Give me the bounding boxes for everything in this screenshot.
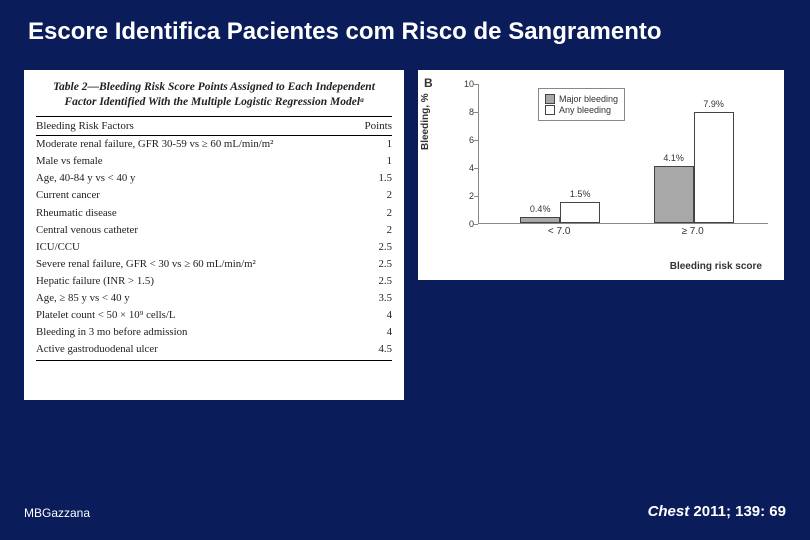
chart-xlabel: Bleeding risk score (670, 261, 762, 272)
table-cell-points: 4 (352, 323, 392, 340)
table-row: Rheumatic disease2 (36, 204, 392, 221)
panel-label: B (424, 76, 433, 90)
chart-bar (560, 202, 600, 223)
chart-bar (520, 217, 560, 223)
table-cell-factor: Age, 40-84 y vs < 40 y (36, 170, 352, 187)
table-cell-points: 4.5 (352, 340, 392, 360)
table-row: Platelet count < 50 × 10⁹ cells/L4 (36, 306, 392, 323)
bleeding-chart-panel: B Bleeding, % 0 2 4 6 8 10 0.4% 1.5% 4.1% 7.9% <… (418, 70, 784, 280)
ytick-label: 10 (458, 79, 474, 89)
bar-value-label: 0.4% (530, 204, 551, 214)
table-row: Severe renal failure, GFR < 30 vs ≥ 60 m… (36, 255, 392, 272)
citation-detail: 2011; 139: 69 (689, 503, 786, 520)
legend-label-major: Major bleeding (559, 94, 618, 104)
table-cell-points: 1 (352, 153, 392, 170)
chart-bar (694, 112, 734, 223)
table-cell-points: 3.5 (352, 289, 392, 306)
table-header-factor: Bleeding Risk Factors (36, 116, 352, 135)
ytick-label: 4 (458, 163, 474, 173)
chart-legend: Major bleeding Any bleeding (538, 88, 625, 121)
footer-author: MBGazzana (24, 506, 90, 520)
bar-value-label: 7.9% (703, 99, 724, 109)
table-cell-points: 2 (352, 187, 392, 204)
table-cell-points: 2 (352, 204, 392, 221)
content-row: Table 2—Bleeding Risk Score Points Assig… (0, 46, 810, 400)
legend-item-major: Major bleeding (545, 94, 618, 104)
table-row: Hepatic failure (INR > 1.5)2.5 (36, 272, 392, 289)
legend-item-any: Any bleeding (545, 105, 618, 115)
table-cell-points: 4 (352, 306, 392, 323)
table-cell-factor: Active gastroduodenal ulcer (36, 340, 352, 360)
table-cell-points: 2.5 (352, 255, 392, 272)
table-cell-factor: ICU/CCU (36, 238, 352, 255)
table-cell-points: 1.5 (352, 170, 392, 187)
chart-bar (654, 166, 694, 223)
table-cell-factor: Moderate renal failure, GFR 30-59 vs ≥ 6… (36, 135, 352, 153)
table-row: ICU/CCU2.5 (36, 238, 392, 255)
table-caption: Table 2—Bleeding Risk Score Points Assig… (36, 78, 392, 116)
table-cell-factor: Male vs female (36, 153, 352, 170)
table-cell-points: 2 (352, 221, 392, 238)
table-cell-points: 1 (352, 135, 392, 153)
table-cell-factor: Age, ≥ 85 y vs < 40 y (36, 289, 352, 306)
xtick-label: ≥ 7.0 (682, 226, 704, 237)
ytick-mark (474, 224, 478, 225)
table-cell-factor: Hepatic failure (INR > 1.5) (36, 272, 352, 289)
table-row: Age, 40-84 y vs < 40 y1.5 (36, 170, 392, 187)
chart-ylabel: Bleeding, % (420, 93, 431, 150)
table-cell-points: 2.5 (352, 272, 392, 289)
table-cell-factor: Severe renal failure, GFR < 30 vs ≥ 60 m… (36, 255, 352, 272)
risk-table-panel: Table 2—Bleeding Risk Score Points Assig… (24, 70, 404, 400)
table-cell-factor: Central venous catheter (36, 221, 352, 238)
ytick-label: 2 (458, 191, 474, 201)
table-cell-factor: Platelet count < 50 × 10⁹ cells/L (36, 306, 352, 323)
table-row: Moderate renal failure, GFR 30-59 vs ≥ 6… (36, 135, 392, 153)
table-row: Male vs female1 (36, 153, 392, 170)
bar-value-label: 4.1% (663, 153, 684, 163)
table-cell-points: 2.5 (352, 238, 392, 255)
table-cell-factor: Current cancer (36, 187, 352, 204)
table-header-points: Points (352, 116, 392, 135)
xtick-label: < 7.0 (548, 226, 571, 237)
legend-label-any: Any bleeding (559, 105, 611, 115)
table-row: Bleeding in 3 mo before admission4 (36, 323, 392, 340)
slide-title: Escore Identifica Pacientes com Risco de… (0, 0, 810, 46)
table-cell-factor: Bleeding in 3 mo before admission (36, 323, 352, 340)
ytick-label: 0 (458, 219, 474, 229)
table-row: Current cancer2 (36, 187, 392, 204)
table-row: Active gastroduodenal ulcer4.5 (36, 340, 392, 360)
ytick-label: 6 (458, 135, 474, 145)
legend-swatch-any (545, 105, 555, 115)
table-row: Age, ≥ 85 y vs < 40 y3.5 (36, 289, 392, 306)
citation-journal: Chest (648, 503, 690, 520)
risk-factor-table: Bleeding Risk Factors Points Moderate re… (36, 116, 392, 361)
table-cell-factor: Rheumatic disease (36, 204, 352, 221)
legend-swatch-major (545, 94, 555, 104)
footer-citation: Chest 2011; 139: 69 (648, 503, 786, 520)
table-row: Central venous catheter2 (36, 221, 392, 238)
bar-value-label: 1.5% (570, 189, 591, 199)
ytick-label: 8 (458, 107, 474, 117)
